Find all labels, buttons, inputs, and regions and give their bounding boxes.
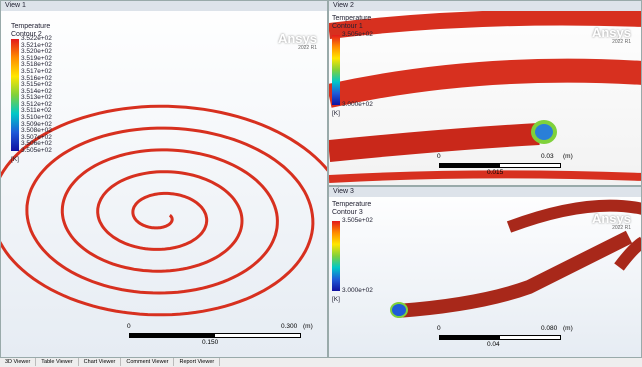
bar <box>332 221 340 291</box>
sc: 0.080 <box>541 325 557 332</box>
legend-variable: Temperature <box>11 23 50 31</box>
sc: 0.015 <box>487 169 503 176</box>
sc: (m) <box>303 323 313 330</box>
lv: 3.505e+02 <box>21 148 52 155</box>
lv: [K] <box>11 157 19 164</box>
scale-bar <box>439 163 561 168</box>
tab[interactable]: Comment Viewer <box>121 358 174 366</box>
legend-variable: Temperature <box>332 15 371 23</box>
sc: 0 <box>127 323 131 330</box>
tab[interactable]: 3D Viewer <box>0 358 36 366</box>
hdr[interactable]: View 3 <box>329 187 641 197</box>
legend-variable: Temperature <box>332 201 371 209</box>
bar <box>332 35 340 105</box>
sc: 0 <box>437 153 441 160</box>
scale-bar <box>129 333 301 338</box>
sc: (m) <box>563 153 573 160</box>
brand: Ansys <box>278 31 317 46</box>
bar <box>11 39 19 151</box>
tab[interactable]: Table Viewer <box>36 358 78 366</box>
sc: 0.300 <box>281 323 297 330</box>
lv: 3.505e+02 <box>342 218 373 225</box>
lv: [K] <box>332 111 340 118</box>
sc: 0.04 <box>487 341 500 348</box>
lv: 3.505e+02 <box>342 32 373 39</box>
sc: 0.150 <box>202 339 218 346</box>
tab[interactable]: Report Viewer <box>174 358 220 366</box>
ver: 2022 R1 <box>612 39 631 45</box>
lv: 3.000e+02 <box>342 288 373 295</box>
brand: Ansys <box>592 25 631 40</box>
brand: Ansys <box>592 211 631 226</box>
tab[interactable]: Chart Viewer <box>79 358 122 366</box>
lv: 3.000e+02 <box>342 102 373 109</box>
legend-name: Contour 3 <box>332 209 371 217</box>
page: View 1TemperatureContour 23.522e+023.521… <box>0 0 642 367</box>
ver: 2022 R1 <box>612 225 631 231</box>
hdr[interactable]: View 1 <box>1 1 327 11</box>
legend-name: Contour 1 <box>332 23 371 31</box>
sc: 0.03 <box>541 153 554 160</box>
lv: [K] <box>332 297 340 304</box>
ver: 2022 R1 <box>298 45 317 51</box>
hdr[interactable]: View 2 <box>329 1 641 11</box>
sc: 0 <box>437 325 441 332</box>
sc: (m) <box>563 325 573 332</box>
scale-bar <box>439 335 561 340</box>
